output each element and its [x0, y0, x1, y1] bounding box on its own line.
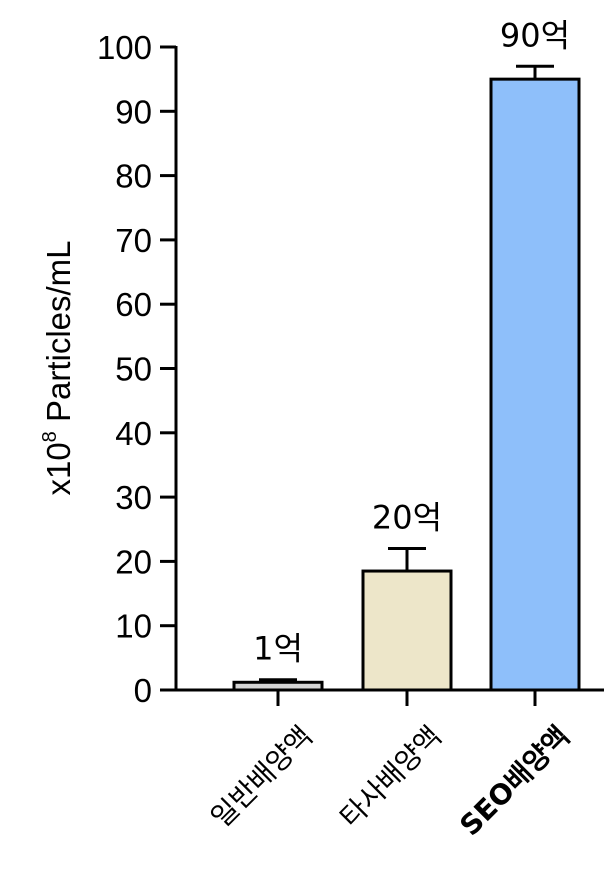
y-tick-label: 40: [115, 415, 152, 452]
y-axis-label-suffix: Particles/mL: [40, 240, 77, 431]
x-axis: 일반배양액 타사배양액 SEO배양액: [175, 688, 604, 843]
bar: [489, 77, 581, 692]
bars: [232, 64, 581, 692]
data-label: 1억: [253, 630, 303, 668]
y-tick-label: 50: [115, 351, 152, 388]
x-category-label: 타사배양액: [334, 720, 448, 834]
y-tick-label: 80: [115, 158, 152, 195]
y-tick-label: 20: [115, 543, 152, 580]
y-tick-label: 90: [115, 93, 152, 130]
y-axis-label-prefix: x10: [40, 442, 77, 495]
y-tick-label: 30: [115, 479, 152, 516]
y-axis-label: x108 Particles/mL: [39, 240, 77, 495]
x-category-label: 일반배양액: [205, 720, 319, 834]
bar: [361, 569, 453, 692]
y-tick-label: 60: [115, 286, 152, 323]
y-tick-label: 10: [115, 608, 152, 645]
y-tick-label: 0: [134, 672, 152, 709]
y-tick-label: 70: [115, 222, 152, 259]
y-axis: 0 10 20 30 40 50 60 70 80 90 100: [97, 29, 178, 709]
x-category-label: SEO배양액: [453, 720, 576, 843]
y-tick-label: 100: [97, 29, 152, 66]
bar: [232, 680, 324, 692]
data-label: 20억: [372, 499, 442, 537]
data-label: 90억: [500, 16, 570, 54]
y-axis-label-exponent: 8: [39, 431, 61, 442]
data-labels: 1억 20억 90억: [253, 16, 570, 667]
